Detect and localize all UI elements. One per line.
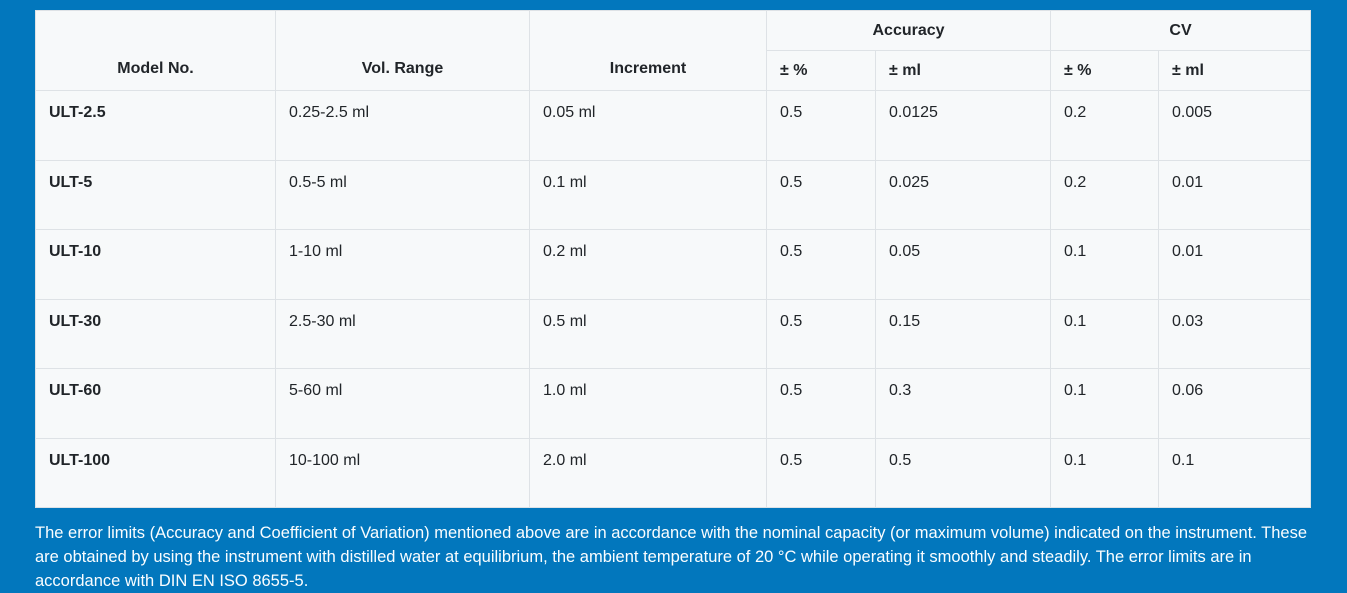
cell-accuracy-pct: 0.5: [766, 229, 876, 300]
specs-table-header: Model No. Vol. Range Increment Accuracy …: [35, 10, 1312, 91]
table-row: ULT-2.5 0.25-2.5 ml 0.05 ml 0.5 0.0125 0…: [35, 90, 1312, 161]
cell-model-no: ULT-10: [35, 229, 276, 300]
cell-vol-range: 0.5-5 ml: [275, 159, 530, 230]
cell-vol-range: 10-100 ml: [275, 437, 530, 508]
cell-accuracy-pct: 0.5: [766, 437, 876, 508]
cell-accuracy-ml: 0.05: [874, 229, 1052, 300]
table-row: ULT-10 1-10 ml 0.2 ml 0.5 0.05 0.1 0.01: [35, 229, 1312, 300]
cell-cv-ml: 0.03: [1158, 298, 1312, 369]
header-group-row: Model No. Vol. Range Increment Accuracy …: [35, 10, 1312, 91]
cell-vol-range: 0.25-2.5 ml: [275, 90, 530, 161]
cell-cv-ml: 0.01: [1158, 229, 1312, 300]
col-header-cv-ml: ± ml: [1158, 50, 1312, 91]
cell-increment: 2.0 ml: [529, 437, 767, 508]
cell-model-no: ULT-100: [35, 437, 276, 508]
cell-cv-pct: 0.2: [1050, 90, 1160, 161]
col-group-accuracy: Accuracy: [765, 10, 1052, 51]
table-row: ULT-60 5-60 ml 1.0 ml 0.5 0.3 0.1 0.06: [35, 368, 1312, 439]
header-sub-row: ± % ± ml ± % ± ml: [36, 50, 1312, 91]
cell-cv-ml: 0.005: [1158, 90, 1312, 161]
cell-cv-ml: 0.01: [1158, 159, 1312, 230]
specs-table: Model No. Vol. Range Increment Accuracy …: [35, 10, 1312, 508]
cell-cv-pct: 0.1: [1050, 229, 1160, 300]
cell-accuracy-pct: 0.5: [766, 368, 876, 439]
col-header-increment: Increment: [529, 10, 767, 91]
cell-model-no: ULT-5: [35, 159, 276, 230]
cell-accuracy-ml: 0.0125: [874, 90, 1052, 161]
cell-cv-pct: 0.1: [1050, 437, 1160, 508]
specs-table-body: ULT-2.5 0.25-2.5 ml 0.05 ml 0.5 0.0125 0…: [35, 90, 1312, 508]
col-header-accuracy-pct: ± %: [766, 50, 876, 91]
cell-accuracy-pct: 0.5: [766, 298, 876, 369]
cell-cv-ml: 0.1: [1158, 437, 1312, 508]
cell-increment: 0.2 ml: [529, 229, 767, 300]
cell-accuracy-ml: 0.5: [874, 437, 1052, 508]
cell-model-no: ULT-30: [35, 298, 276, 369]
col-header-cv-pct: ± %: [1050, 50, 1160, 91]
cell-cv-pct: 0.1: [1050, 368, 1160, 439]
cell-accuracy-ml: 0.025: [874, 159, 1052, 230]
cell-vol-range: 5-60 ml: [275, 368, 530, 439]
cell-vol-range: 2.5-30 ml: [275, 298, 530, 369]
cell-model-no: ULT-2.5: [35, 90, 276, 161]
cell-cv-ml: 0.06: [1158, 368, 1312, 439]
cell-increment: 0.1 ml: [529, 159, 767, 230]
cell-increment: 1.0 ml: [529, 368, 767, 439]
cell-increment: 0.5 ml: [529, 298, 767, 369]
cell-vol-range: 1-10 ml: [275, 229, 530, 300]
cell-accuracy-pct: 0.5: [766, 90, 876, 161]
error-limits-footnote: The error limits (Accuracy and Coefficie…: [35, 524, 1308, 590]
col-header-accuracy-ml: ± ml: [874, 50, 1052, 91]
cell-cv-pct: 0.1: [1050, 298, 1160, 369]
col-header-model-no: Model No.: [35, 10, 276, 91]
cell-accuracy-pct: 0.5: [766, 159, 876, 230]
cell-model-no: ULT-60: [35, 368, 276, 439]
cell-accuracy-ml: 0.3: [874, 368, 1052, 439]
col-header-vol-range: Vol. Range: [275, 10, 530, 91]
table-row: ULT-5 0.5-5 ml 0.1 ml 0.5 0.025 0.2 0.01: [35, 159, 1312, 230]
cell-accuracy-ml: 0.15: [874, 298, 1052, 369]
cell-cv-pct: 0.2: [1050, 159, 1160, 230]
cell-increment: 0.05 ml: [529, 90, 767, 161]
table-row: ULT-30 2.5-30 ml 0.5 ml 0.5 0.15 0.1 0.0…: [35, 298, 1312, 369]
table-row: ULT-100 10-100 ml 2.0 ml 0.5 0.5 0.1 0.1: [35, 437, 1312, 508]
col-group-cv: CV: [1050, 10, 1312, 51]
